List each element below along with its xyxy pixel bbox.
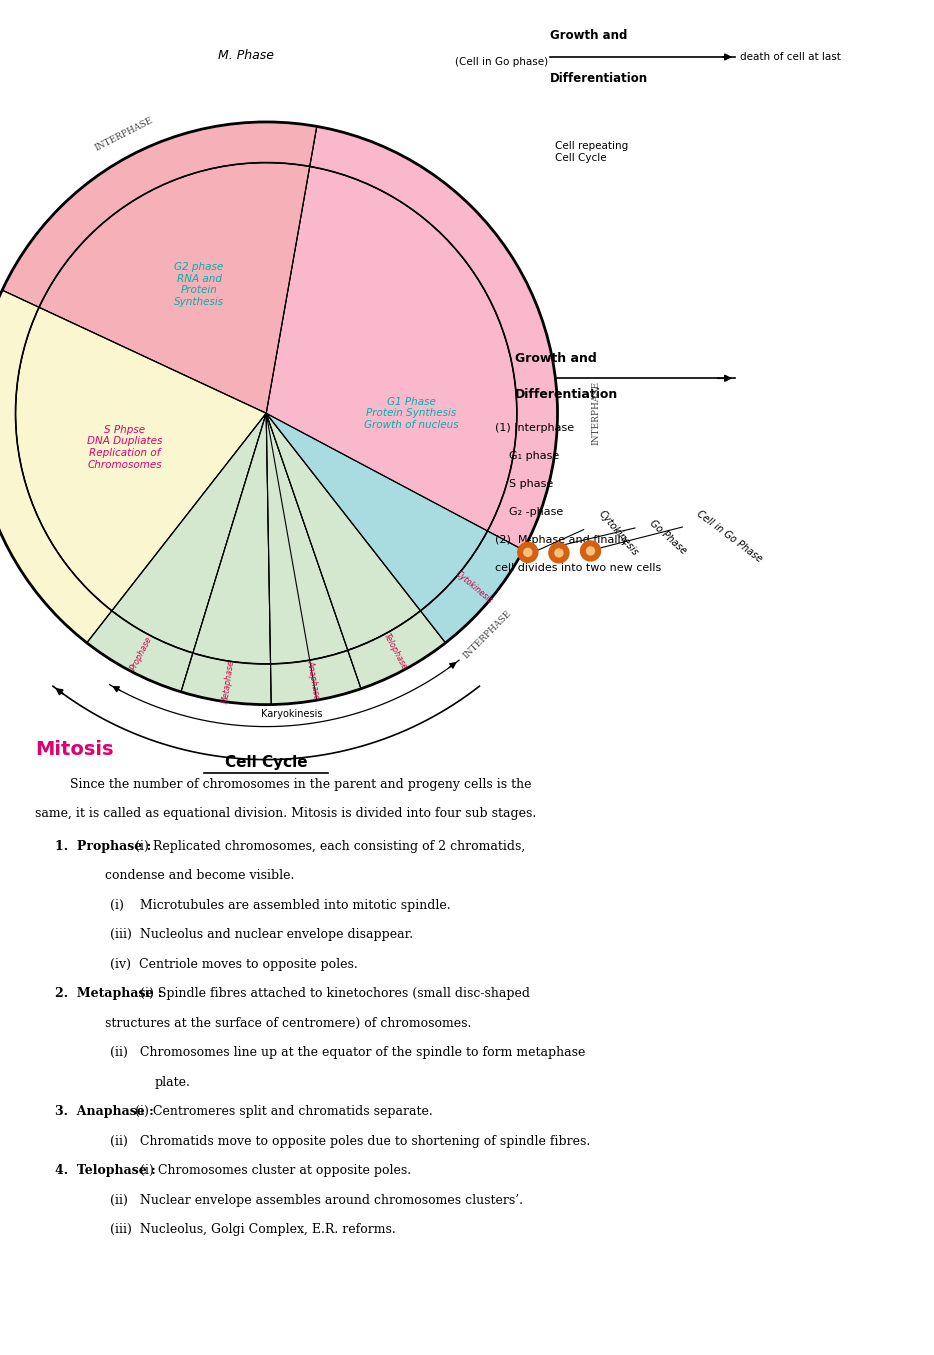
Text: Growth and: Growth and: [515, 352, 597, 366]
Text: (i) Replicated chromosomes, each consisting of 2 chromatids,: (i) Replicated chromosomes, each consist…: [131, 840, 525, 852]
Circle shape: [517, 542, 538, 562]
Text: (ii)   Nuclear envelope assembles around chromosomes clusters’.: (ii) Nuclear envelope assembles around c…: [110, 1194, 523, 1207]
Wedge shape: [16, 308, 266, 611]
Wedge shape: [310, 126, 558, 701]
Circle shape: [555, 549, 563, 557]
Text: Cell repeating
Cell Cycle: Cell repeating Cell Cycle: [555, 141, 629, 163]
Text: S phase: S phase: [495, 480, 553, 489]
Text: Mitosis: Mitosis: [35, 740, 114, 759]
Text: plate.: plate.: [155, 1076, 191, 1089]
Text: (i) Spindle fibres attached to kinetochores (small disc-shaped: (i) Spindle fibres attached to kinetocho…: [136, 988, 530, 1000]
Text: Cell Cycle: Cell Cycle: [225, 755, 307, 770]
Text: 1.  Prophase :: 1. Prophase :: [55, 840, 151, 852]
Text: same, it is called as equational division. Mitosis is divided into four sub stag: same, it is called as equational divisio…: [35, 808, 536, 821]
Text: M. Phase: M. Phase: [219, 49, 275, 62]
Text: (i)    Microtubules are assembled into mitotic spindle.: (i) Microtubules are assembled into mito…: [110, 898, 450, 912]
Wedge shape: [2, 122, 317, 308]
Wedge shape: [271, 650, 361, 705]
Text: (i) Centromeres split and chromatids separate.: (i) Centromeres split and chromatids sep…: [131, 1106, 432, 1118]
Text: G₂ -phase: G₂ -phase: [495, 507, 563, 518]
Text: S Phpse
DNA Dupliates
Replication of
Chromosomes: S Phpse DNA Dupliates Replication of Chr…: [87, 425, 163, 470]
Circle shape: [524, 549, 531, 557]
Text: Differentiation: Differentiation: [515, 389, 618, 401]
Wedge shape: [181, 653, 271, 705]
Text: Karyokinesis: Karyokinesis: [262, 709, 322, 718]
Text: INTERPHASE: INTERPHASE: [93, 115, 154, 153]
Text: Anaphase: Anaphase: [305, 660, 321, 701]
Text: (iii)  Nucleolus and nuclear envelope disappear.: (iii) Nucleolus and nuclear envelope dis…: [110, 928, 413, 942]
Text: Growth and: Growth and: [550, 28, 628, 42]
Text: (Cell in Go phase): (Cell in Go phase): [455, 57, 548, 66]
Text: (2)  M-phase and finally: (2) M-phase and finally: [495, 535, 628, 545]
Text: (ii)   Chromatids move to opposite poles due to shortening of spindle fibres.: (ii) Chromatids move to opposite poles d…: [110, 1135, 590, 1148]
Wedge shape: [347, 611, 446, 688]
Text: 3.  Anaphase :: 3. Anaphase :: [55, 1106, 154, 1118]
Text: Differentiation: Differentiation: [550, 72, 648, 85]
Text: INTERPHASE: INTERPHASE: [462, 608, 514, 661]
Text: (i) Chromosomes cluster at opposite poles.: (i) Chromosomes cluster at opposite pole…: [136, 1164, 411, 1177]
Text: structures at the surface of centromere) of chromosomes.: structures at the surface of centromere)…: [105, 1018, 472, 1030]
Text: Go Phase: Go Phase: [648, 518, 688, 557]
Text: G1 Phase
Protein Synthesis
Growth of nucleus: G1 Phase Protein Synthesis Growth of nuc…: [364, 397, 459, 430]
Circle shape: [549, 543, 569, 562]
Text: 2.  Metaphase :: 2. Metaphase :: [55, 988, 163, 1000]
Text: 4.  Telophase :: 4. Telophase :: [55, 1164, 156, 1177]
Wedge shape: [87, 611, 193, 692]
Text: (iv)  Centriole moves to opposite poles.: (iv) Centriole moves to opposite poles.: [110, 958, 358, 972]
Wedge shape: [420, 531, 523, 642]
Text: Prophase: Prophase: [129, 635, 153, 672]
Text: condense and become visible.: condense and become visible.: [105, 870, 294, 882]
Text: (iii)  Nucleolus, Golgi Complex, E.R. reforms.: (iii) Nucleolus, Golgi Complex, E.R. ref…: [110, 1224, 396, 1237]
Wedge shape: [266, 413, 420, 650]
Text: death of cell at last: death of cell at last: [740, 51, 841, 62]
Text: Since the number of chromosomes in the parent and progeny cells is the: Since the number of chromosomes in the p…: [70, 778, 531, 791]
Wedge shape: [266, 413, 347, 664]
Text: (1) Interphase: (1) Interphase: [495, 423, 574, 434]
Text: (ii)   Chromosomes line up at the equator of the spindle to form metaphase: (ii) Chromosomes line up at the equator …: [110, 1046, 586, 1060]
Text: Metaphase: Metaphase: [221, 660, 236, 705]
Wedge shape: [193, 413, 271, 664]
Wedge shape: [266, 167, 517, 660]
Text: Cytokinesis: Cytokinesis: [596, 509, 640, 558]
Text: Telophase: Telophase: [382, 631, 409, 671]
Wedge shape: [0, 290, 112, 642]
Text: Cytokinesis: Cytokinesis: [453, 569, 494, 606]
Text: Cell in Go Phase: Cell in Go Phase: [695, 508, 764, 564]
Text: G₁ phase: G₁ phase: [495, 451, 559, 461]
Circle shape: [587, 547, 595, 556]
Text: cell divides into two new cells: cell divides into two new cells: [495, 564, 661, 573]
Text: INTERPHASE: INTERPHASE: [591, 381, 600, 446]
Wedge shape: [266, 413, 488, 611]
Wedge shape: [39, 163, 310, 413]
Text: G2 phase
RNA and
Protein
Synthesis: G2 phase RNA and Protein Synthesis: [174, 262, 224, 306]
Circle shape: [581, 541, 601, 561]
Wedge shape: [112, 413, 266, 653]
